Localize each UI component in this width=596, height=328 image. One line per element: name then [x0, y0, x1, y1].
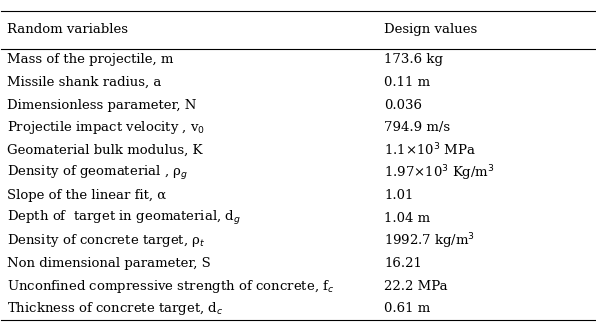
Text: Depth of  target in geomaterial, d$_g$: Depth of target in geomaterial, d$_g$ [7, 209, 241, 227]
Text: 1.1×10$^3$ MPa: 1.1×10$^3$ MPa [384, 142, 476, 159]
Text: 794.9 m/s: 794.9 m/s [384, 121, 450, 134]
Text: Density of concrete target, ρ$_t$: Density of concrete target, ρ$_t$ [7, 233, 206, 249]
Text: Thickness of concrete target, d$_c$: Thickness of concrete target, d$_c$ [7, 300, 223, 317]
Text: Missile shank radius, a: Missile shank radius, a [7, 76, 162, 89]
Text: Dimensionless parameter, N: Dimensionless parameter, N [7, 99, 197, 112]
Text: 1992.7 kg/m$^3$: 1992.7 kg/m$^3$ [384, 231, 475, 251]
Text: Geomaterial bulk modulus, K: Geomaterial bulk modulus, K [7, 144, 203, 157]
Text: Slope of the linear fit, α: Slope of the linear fit, α [7, 189, 166, 202]
Text: Design values: Design values [384, 23, 477, 36]
Text: 0.036: 0.036 [384, 99, 422, 112]
Text: 1.01: 1.01 [384, 189, 414, 202]
Text: Density of geomaterial , ρ$_g$: Density of geomaterial , ρ$_g$ [7, 164, 188, 182]
Text: 22.2 MPa: 22.2 MPa [384, 280, 448, 293]
Text: 0.61 m: 0.61 m [384, 302, 430, 315]
Text: 0.11 m: 0.11 m [384, 76, 430, 89]
Text: Projectile impact velocity , v$_0$: Projectile impact velocity , v$_0$ [7, 119, 206, 136]
Text: Non dimensional parameter, S: Non dimensional parameter, S [7, 257, 211, 270]
Text: 1.04 m: 1.04 m [384, 212, 430, 225]
Text: Mass of the projectile, m: Mass of the projectile, m [7, 53, 173, 66]
Text: Unconfined compressive strength of concrete, f$_c$: Unconfined compressive strength of concr… [7, 278, 335, 295]
Text: 173.6 kg: 173.6 kg [384, 53, 443, 66]
Text: Random variables: Random variables [7, 23, 128, 36]
Text: 1.97×10$^3$ Kg/m$^3$: 1.97×10$^3$ Kg/m$^3$ [384, 163, 495, 183]
Text: 16.21: 16.21 [384, 257, 422, 270]
